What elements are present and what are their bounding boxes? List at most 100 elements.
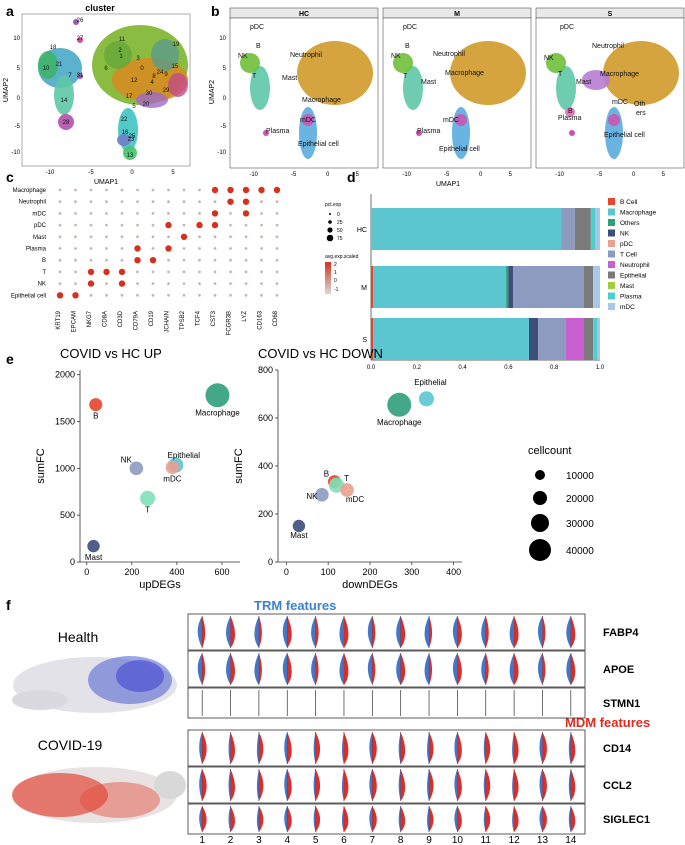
c-dot [105, 258, 108, 262]
f-violin-covid [287, 806, 292, 832]
c-dot [120, 188, 124, 192]
c-dot [120, 200, 124, 204]
c-dot [151, 188, 155, 192]
cluster-number: 5 [132, 104, 136, 110]
c-dot [275, 258, 279, 262]
d-legend-swatch [608, 271, 615, 279]
e-legend-value: 30000 [566, 519, 594, 530]
b-xtick: -10 [249, 172, 258, 178]
c-dot [244, 282, 248, 285]
e-xtick: 400 [169, 567, 184, 577]
c-dot [58, 200, 62, 204]
e-legend-value: 40000 [566, 546, 594, 557]
f-violin-covid [542, 806, 547, 832]
b-ytick: 0 [223, 96, 227, 102]
c-dot [198, 258, 201, 262]
e-xtick: 200 [124, 567, 139, 577]
panel-a-umap-blobs [38, 19, 188, 160]
a-ytick: 10 [13, 36, 20, 42]
f-violin-covid [202, 769, 207, 801]
c-dot [260, 212, 263, 215]
cluster-number: 13 [127, 153, 134, 159]
c-dot [213, 247, 217, 250]
f-violin-health [424, 616, 430, 648]
f-gene-label: STMN1 [603, 698, 640, 710]
e-point [87, 539, 100, 553]
b-xtick: -10 [402, 172, 411, 178]
f-cluster-number: 9 [426, 835, 432, 845]
cluster-number: 28 [63, 120, 70, 126]
c-dot [182, 293, 186, 297]
t-cluster [556, 66, 576, 110]
c-dot [56, 292, 64, 299]
c-dot [275, 200, 279, 204]
e-ytick: 500 [60, 510, 75, 520]
c-col-label: NKG7 [87, 310, 93, 327]
b-xtick: -5 [597, 172, 603, 178]
f-row-frame [187, 766, 586, 804]
c-dot [198, 200, 201, 204]
f-covid-label: COVID-19 [38, 737, 103, 753]
cluster-number: 17 [126, 94, 133, 100]
cell-type-label: mDC [612, 99, 628, 106]
e-xtick: 300 [404, 567, 419, 577]
d-legend-label: T Cell [620, 252, 637, 259]
f-violin-health [424, 653, 430, 685]
c-col-label: CD19 [149, 310, 155, 326]
c-dot [260, 235, 263, 239]
f-violin-health [512, 732, 515, 764]
c-size-value: 50 [337, 228, 343, 234]
cluster-number: 20 [143, 102, 150, 108]
e-point [292, 519, 306, 533]
d-bar-segment [590, 208, 596, 250]
f-violin-covid [400, 769, 406, 801]
e-legend-dot [531, 514, 549, 532]
c-dot [167, 282, 170, 285]
d-bar-segment [373, 266, 507, 308]
f-violin-covid [514, 806, 519, 832]
cell-type-label: B [256, 43, 261, 50]
f-violin-health [341, 732, 344, 764]
c-dot [260, 258, 263, 262]
plasma-cluster [416, 130, 422, 136]
c-dot [74, 235, 77, 239]
d-category-label: HC [357, 227, 367, 234]
cluster-number: 7 [68, 73, 72, 79]
cluster-number: 31 [77, 73, 84, 79]
c-dot [242, 186, 250, 194]
nk-cluster [546, 53, 566, 73]
f-violin-covid [485, 769, 491, 801]
cell-type-label: Mast [282, 75, 297, 82]
f-violin-covid [570, 732, 576, 764]
b-ytick: -5 [221, 124, 227, 130]
c-dot [275, 235, 279, 239]
f-gene-label: SIGLEC1 [603, 814, 650, 826]
d-bar-segment [595, 208, 600, 250]
d-bar-segment [529, 318, 539, 360]
b-xtick: 0 [632, 172, 636, 178]
mdc-cluster [608, 114, 620, 126]
c-dot [118, 268, 126, 276]
d-legend-swatch [608, 282, 615, 289]
c-dot [244, 223, 248, 227]
cluster-number: 27 [77, 36, 84, 42]
f-violin-covid [570, 616, 576, 648]
f-violin-health [199, 806, 203, 832]
f-violin-covid [230, 732, 236, 764]
f-violin-covid [202, 732, 207, 764]
e-point-label: Epithelial [414, 378, 447, 387]
f-violin-covid [542, 616, 546, 648]
c-col-label: CD163 [258, 310, 264, 329]
f-violin-health [284, 806, 288, 832]
f-violin-health [537, 616, 543, 648]
f-violin-health [284, 732, 288, 764]
c-dot [242, 210, 250, 217]
a-ytick: 0 [17, 96, 21, 102]
facet-title: S [608, 11, 613, 18]
f-violin-covid [400, 732, 406, 764]
a-ylabel: UMAP2 [3, 78, 10, 102]
a-xtick: 5 [171, 170, 175, 176]
c-row-label: NK [38, 282, 46, 288]
